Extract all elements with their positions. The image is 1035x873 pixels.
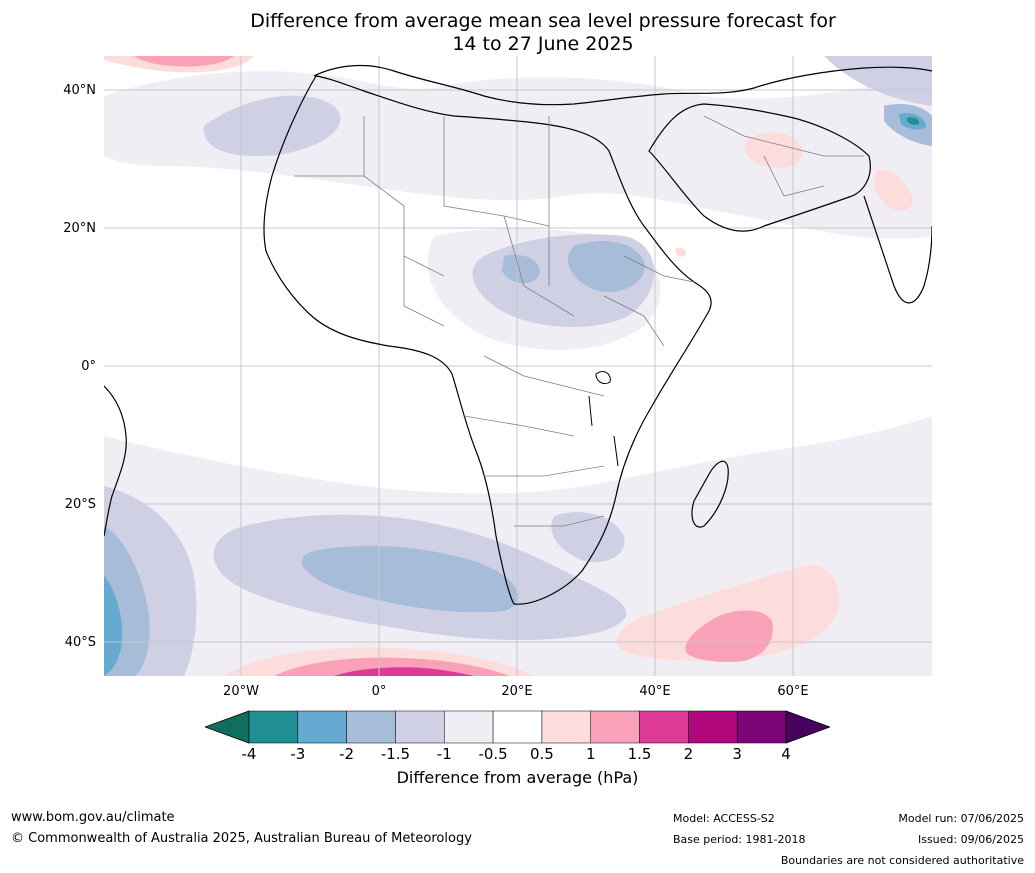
colorbar-tick-label: -1 <box>436 745 452 763</box>
base-period: Base period: 1981-2018 <box>673 833 806 846</box>
colorbar-tick-label: -3 <box>290 745 306 763</box>
lat-label-40n: 40°N <box>63 83 96 98</box>
lat-label-20s: 20°S <box>64 497 96 512</box>
colorbar-tick-label: 2 <box>683 745 694 763</box>
pressure-anomaly-map <box>104 56 932 676</box>
colorbar-tick-label: 4 <box>781 745 791 763</box>
title-line-2: 14 to 27 June 2025 <box>452 33 634 55</box>
model-run-date: Model run: 07/06/2025 <box>898 812 1024 825</box>
colorbar-swatch <box>736 710 787 744</box>
lon-label-20w: 20°W <box>223 684 259 699</box>
title-line-1: Difference from average mean sea level p… <box>250 10 836 32</box>
lat-label-40s: 40°S <box>64 635 96 650</box>
colorbar-swatch <box>590 710 640 744</box>
chart-title: Difference from average mean sea level p… <box>0 10 1035 56</box>
lat-label-20n: 20°N <box>63 221 96 236</box>
arabia-coastline <box>648 103 871 232</box>
anomaly-band-plus-1.5 <box>334 667 474 676</box>
boundaries-note: Boundaries are not considered authoritat… <box>780 854 1024 867</box>
coastlines <box>104 64 932 605</box>
colorbar <box>203 710 832 744</box>
website-link[interactable]: www.bom.gov.au/climate <box>11 810 175 825</box>
colorbar-swatch <box>688 710 738 744</box>
colorbar-swatch <box>541 710 591 744</box>
lakes <box>588 371 619 467</box>
colorbar-swatch <box>248 710 299 744</box>
colorbar-tick-label: 0.5 <box>529 745 554 763</box>
colorbar-label: Difference from average (hPa) <box>396 768 639 787</box>
colorbar-swatch <box>395 710 445 744</box>
colorbar-tick-label: -0.5 <box>478 745 508 763</box>
colorbar-extend-high <box>785 710 832 744</box>
colorbar-swatch <box>639 710 689 744</box>
madagascar-coastline <box>691 460 729 528</box>
anomaly-band-minus-3 <box>907 117 920 125</box>
colorbar-tick-label: 1.5 <box>627 745 652 763</box>
lat-label-0: 0° <box>81 359 96 374</box>
colorbar-swatch <box>444 710 494 744</box>
india-coastline <box>863 195 932 304</box>
colorbar-tick-label: 1 <box>585 745 596 763</box>
colorbar-tick-label: 3 <box>732 745 742 763</box>
south-america-coastline <box>104 385 127 537</box>
colorbar-tick-label: -4 <box>241 745 257 763</box>
africa-coastline <box>263 75 712 605</box>
colorbar-swatch <box>492 710 543 744</box>
issued-date: Issued: 09/06/2025 <box>917 833 1024 846</box>
colorbar-graphic <box>203 710 832 744</box>
lon-label-20e: 20°E <box>501 684 533 699</box>
lon-label-60e: 60°E <box>777 684 809 699</box>
europe-coastline <box>313 64 932 106</box>
colorbar-tick-label: -2 <box>339 745 355 763</box>
lon-label-0: 0° <box>371 684 387 699</box>
copyright-text: © Commonwealth of Australia 2025, Austra… <box>11 831 472 846</box>
colorbar-swatch <box>297 710 347 744</box>
colorbar-tick-label: -1.5 <box>380 745 411 763</box>
graticule <box>104 56 932 676</box>
map-canvas <box>104 56 932 676</box>
lon-label-40e: 40°E <box>639 684 671 699</box>
colorbar-extend-low <box>203 710 250 744</box>
model-name: Model: ACCESS-S2 <box>673 812 775 825</box>
colorbar-swatch <box>346 710 396 744</box>
country-boundaries <box>294 115 864 527</box>
